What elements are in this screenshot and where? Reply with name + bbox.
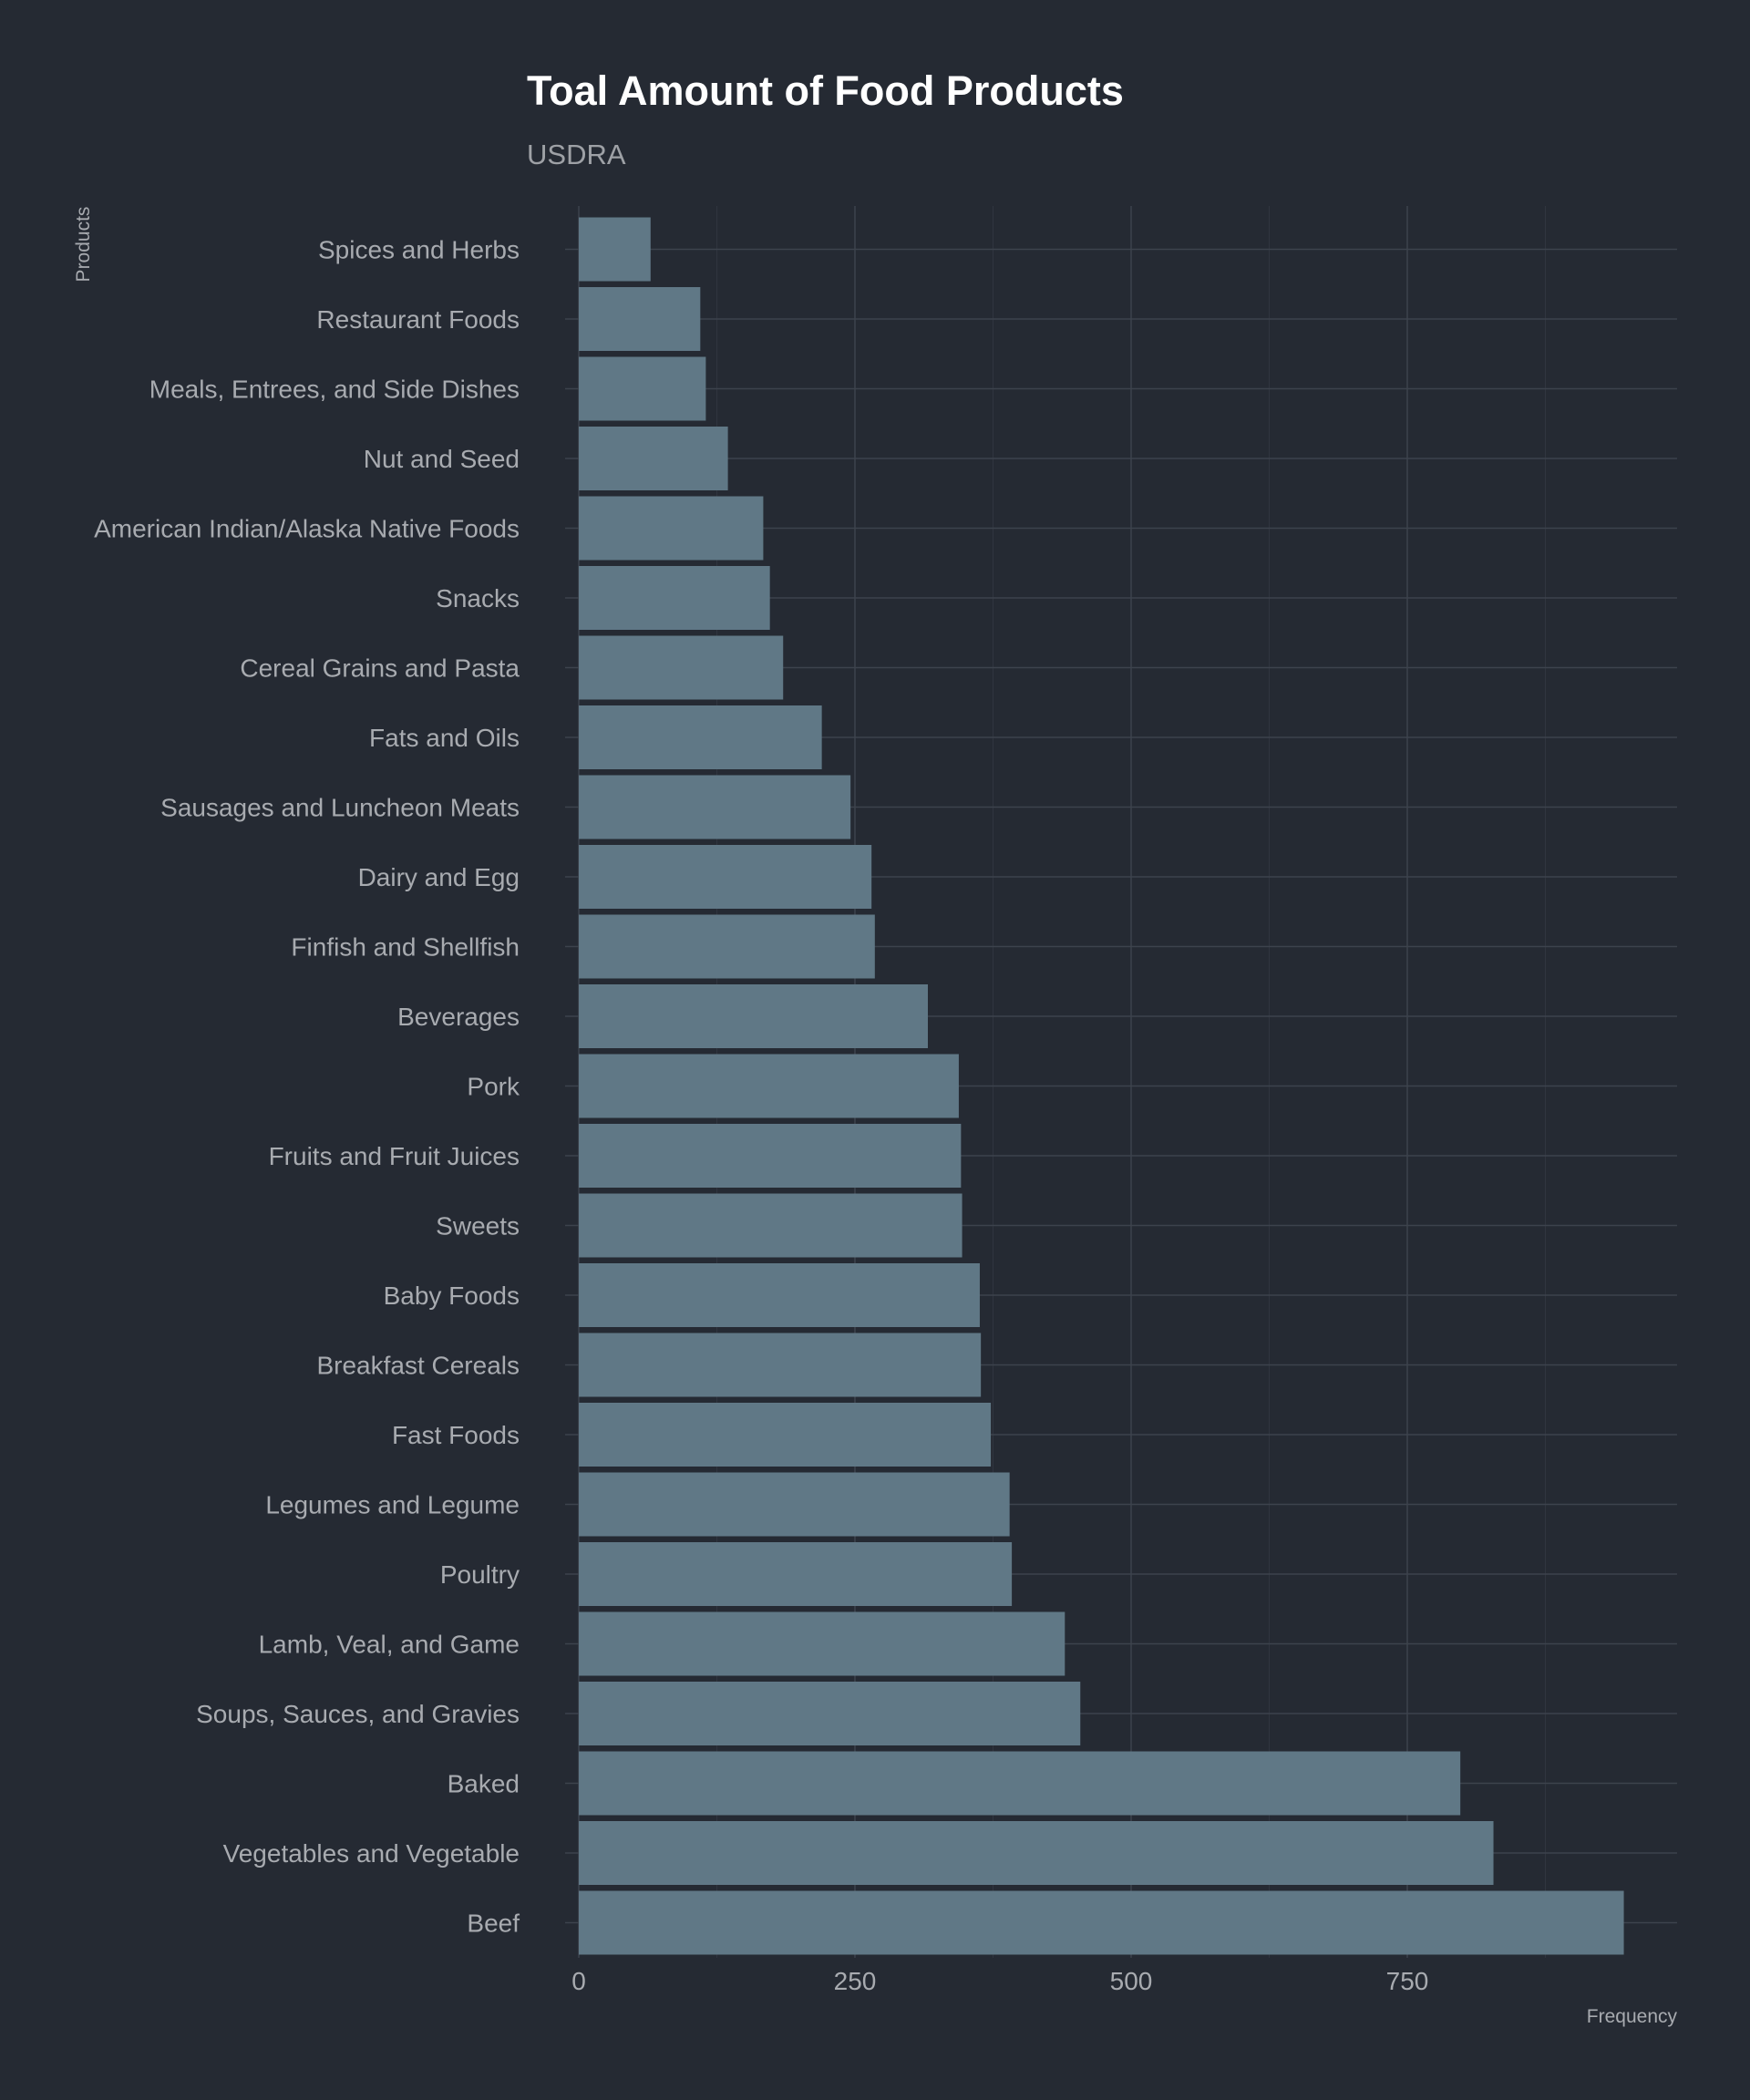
category-label: Lamb, Veal, and Game [259,1631,520,1659]
bar [579,775,851,839]
category-label: Fast Foods [392,1421,520,1449]
bar [579,635,784,700]
bar [579,1542,1013,1606]
category-label: Fats and Oils [369,724,520,752]
bar [579,287,701,351]
bar [579,1682,1081,1745]
chart-subtitle: USDRA [527,139,626,170]
category-label: Baby Foods [384,1282,520,1310]
bar [579,427,728,490]
bar [579,705,822,769]
category-label: Snacks [436,584,520,612]
category-label: Legumes and Legume [265,1491,520,1519]
category-label: Restaurant Foods [316,305,520,334]
category-label: Vegetables and Vegetable [223,1839,520,1868]
y-axis-title: Products [73,207,94,283]
category-label: Spices and Herbs [318,236,520,264]
bar [579,1611,1065,1676]
bar [579,845,872,909]
chart-title: Toal Amount of Food Products [527,67,1124,114]
bar [579,1263,980,1327]
x-tick-label: 750 [1386,1967,1429,1995]
bar [579,566,770,630]
bar [579,1333,982,1397]
category-label: Sausages and Luncheon Meats [160,794,520,822]
category-label: Beverages [397,1003,520,1031]
category-label: Fruits and Fruit Juices [269,1142,520,1170]
category-label: Beef [467,1910,520,1938]
category-label: Breakfast Cereals [316,1352,520,1380]
category-label: Nut and Seed [364,445,520,473]
bar [579,217,651,282]
category-label: Poultry [440,1560,520,1589]
bar [579,1403,992,1467]
category-labels: Spices and Herbs Restaurant Foods Meals, E… [94,236,520,1938]
x-tick-labels: 0 250 500 750 [571,1967,1428,1995]
bar [579,1472,1010,1537]
x-tick-label: 250 [834,1967,877,1995]
bar [579,356,706,421]
bar [579,1821,1494,1885]
grid-lines [565,206,1677,1958]
category-label: Dairy and Egg [358,863,520,891]
bar [579,1193,962,1258]
category-label: Meals, Entrees, and Side Dishes [149,376,520,404]
category-label: Pork [467,1073,520,1101]
category-label: Finfish and Shellfish [291,933,520,962]
category-label: American Indian/Alaska Native Foods [94,515,520,543]
category-label: Cereal Grains and Pasta [240,654,520,683]
bar [579,914,875,979]
bars [579,217,1624,1955]
x-axis-title: Frequency [1587,2006,1678,2027]
bar [579,1751,1461,1816]
x-tick-label: 0 [571,1967,586,1995]
bar [579,496,764,561]
bar [579,984,928,1048]
bar [579,1054,959,1118]
bar [579,1124,962,1188]
bar [579,1890,1624,1955]
category-label: Baked [448,1770,520,1798]
category-label: Sweets [436,1212,520,1240]
category-label: Soups, Sauces, and Gravies [196,1700,520,1728]
x-tick-label: 500 [1110,1967,1153,1995]
